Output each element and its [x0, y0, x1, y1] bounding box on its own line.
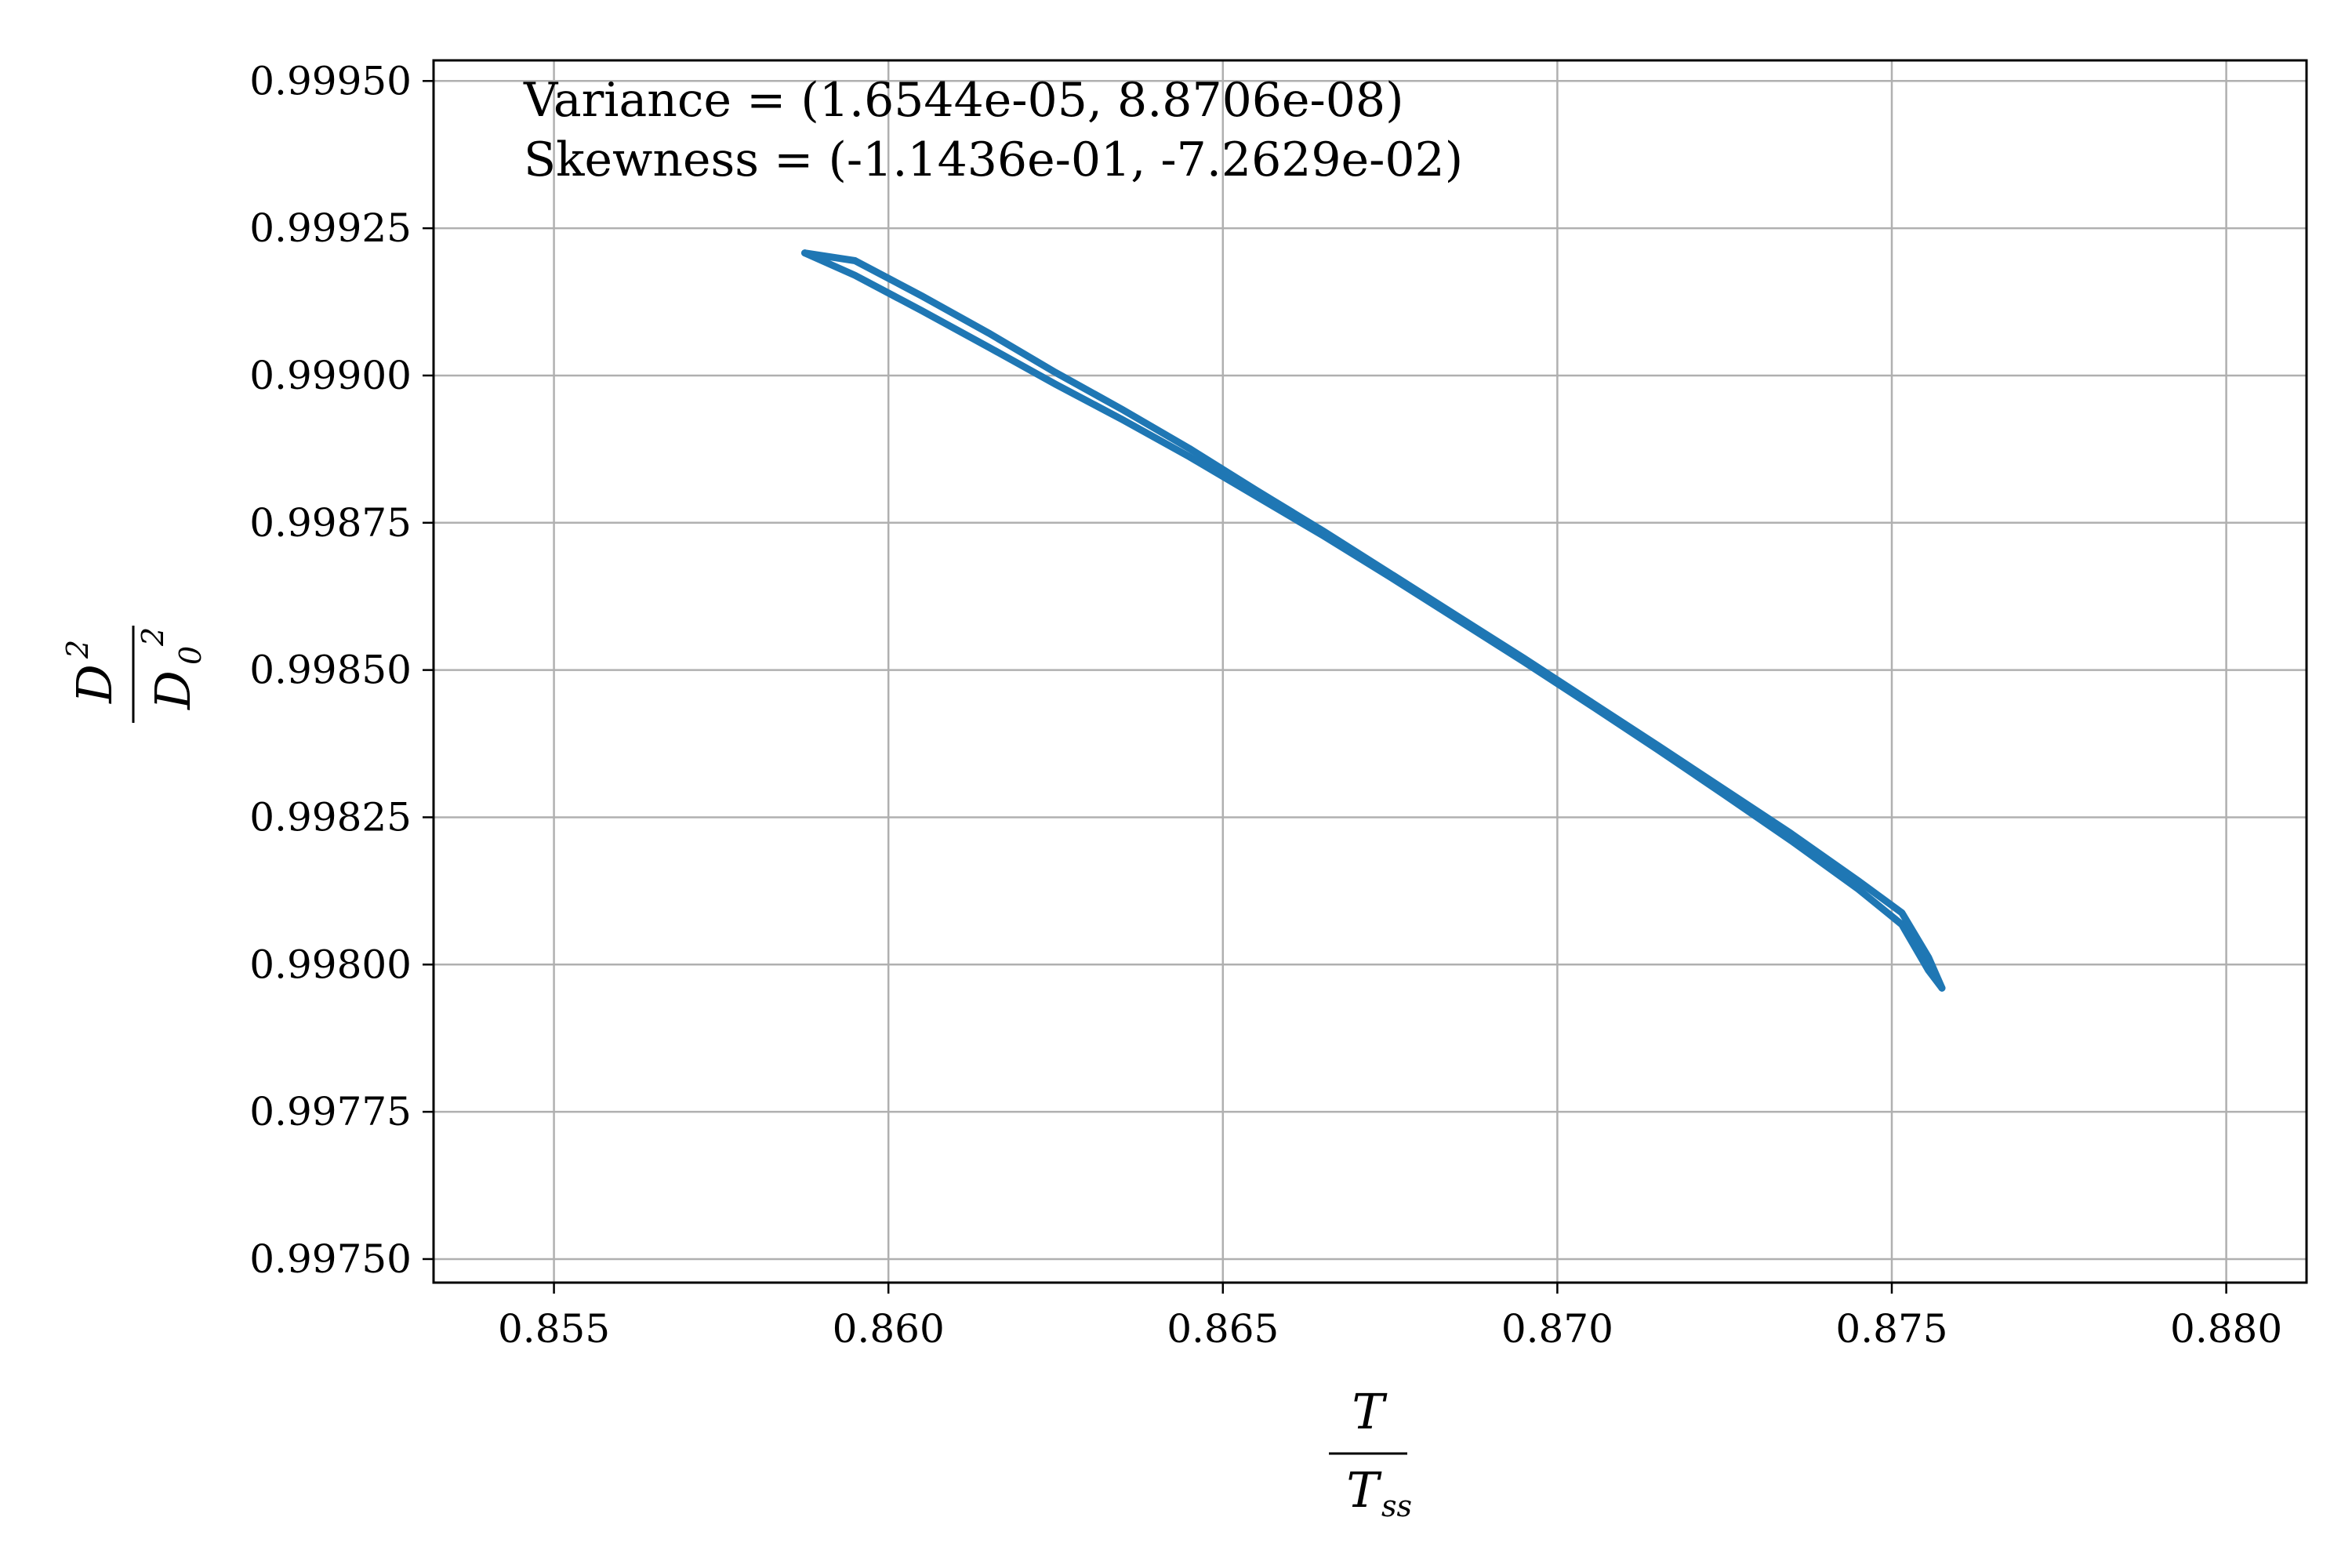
- y-label-denominator: D: [144, 670, 201, 710]
- grid: [434, 60, 2307, 1283]
- data-point: [986, 330, 992, 336]
- data-point: [1388, 571, 1393, 576]
- data-point: [1856, 887, 1861, 892]
- x-label-denominator-subscript: ss: [1381, 1489, 1412, 1523]
- data-point: [1722, 787, 1727, 793]
- y-tick-label: 0.99900: [249, 353, 412, 398]
- x-label-denominator: T: [1346, 1461, 1382, 1519]
- data-point: [1120, 407, 1125, 412]
- data-point: [1940, 985, 1944, 991]
- y-tick-label: 0.99850: [249, 648, 412, 693]
- variance-annotation: Variance = (1.6544e-05, 8.8706e-08): [523, 73, 1404, 128]
- x-tick-label: 0.880: [2170, 1306, 2282, 1352]
- y-tick-label: 0.99875: [249, 500, 412, 546]
- data-point: [1254, 488, 1259, 493]
- y-label-numerator-superscript: 2: [60, 640, 95, 659]
- data-point: [1454, 613, 1460, 619]
- data-point: [1120, 417, 1125, 423]
- data-point: [1789, 838, 1794, 844]
- data-point: [1053, 382, 1058, 387]
- data-point: [919, 308, 924, 314]
- y-tick-label: 0.99950: [249, 58, 412, 103]
- data-point: [1187, 446, 1192, 452]
- data-point: [1053, 370, 1058, 376]
- x-axis: 0.855 0.860 0.865 0.870 0.875 0.880: [498, 1283, 2282, 1352]
- stats-annotation: Variance = (1.6544e-05, 8.8706e-08) Skew…: [523, 73, 1463, 187]
- x-label-numerator: T: [1352, 1383, 1388, 1440]
- x-tick-label: 0.855: [498, 1306, 610, 1352]
- data-point: [1899, 910, 1904, 916]
- x-tick-label: 0.865: [1167, 1306, 1279, 1352]
- data-point: [1926, 967, 1931, 973]
- data-point: [919, 293, 924, 299]
- y-tick-label: 0.99825: [249, 794, 412, 840]
- y-axis-label: D 2 D 0 2: [60, 626, 208, 723]
- data-point: [1521, 655, 1526, 661]
- data-point: [986, 344, 992, 350]
- y-label-numerator: D: [66, 664, 123, 704]
- data-point: [1899, 922, 1904, 927]
- series-line-2: [801, 249, 1946, 992]
- data-point: [1789, 831, 1794, 837]
- data-point: [1926, 955, 1931, 960]
- skewness-annotation: Skewness = (-1.1436e-01, -7.2629e-02): [524, 132, 1463, 187]
- data-point: [1655, 742, 1661, 748]
- data-point: [802, 250, 808, 256]
- plot-frame: [432, 59, 2308, 1284]
- y-tick-label: 0.99925: [249, 205, 412, 251]
- x-axis-label: T T ss: [1329, 1383, 1412, 1523]
- y-tick-label: 0.99750: [249, 1236, 412, 1282]
- data-point: [1187, 454, 1192, 459]
- y-label-denominator-subscript: 0: [173, 646, 208, 665]
- x-tick-label: 0.860: [833, 1306, 945, 1352]
- y-tick-label: 0.99775: [249, 1089, 412, 1134]
- y-axis: 0.99750 0.99775 0.99800 0.99825 0.99850 0.998…: [249, 58, 434, 1282]
- x-tick-label: 0.870: [1501, 1306, 1613, 1352]
- data-point: [852, 273, 858, 278]
- data-point: [852, 258, 858, 263]
- data-point: [1320, 528, 1326, 534]
- data-point: [1856, 878, 1861, 884]
- y-label-denominator-superscript: 2: [136, 627, 170, 647]
- y-tick-label: 0.99800: [249, 942, 412, 987]
- data-point: [1588, 699, 1594, 705]
- plot-series: [801, 249, 1946, 992]
- x-tick-label: 0.875: [1835, 1306, 1947, 1352]
